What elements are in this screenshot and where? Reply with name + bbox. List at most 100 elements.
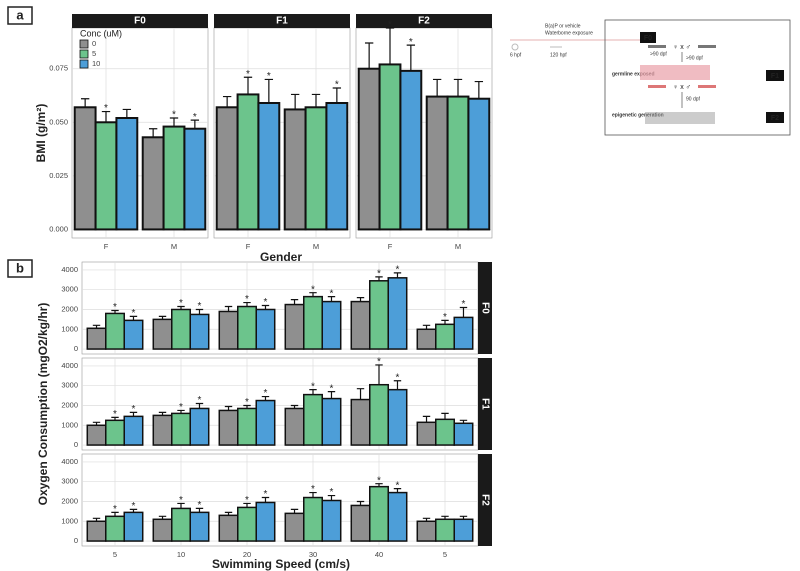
bar — [399, 69, 423, 231]
error-bar — [406, 44, 416, 71]
panel-label: b — [16, 260, 24, 275]
error-bar — [332, 87, 342, 103]
error-bar — [224, 305, 233, 312]
bar — [152, 414, 173, 446]
facet-strip — [72, 14, 208, 28]
bar — [357, 67, 381, 231]
x-tick-label: F — [104, 242, 109, 251]
significance-mark: * — [245, 294, 249, 305]
x-tick-label: F — [246, 242, 251, 251]
bar — [303, 295, 323, 350]
error-bar — [195, 308, 204, 315]
significance-mark: * — [330, 288, 334, 299]
x-tick-label: M — [171, 242, 177, 251]
significance-mark: * — [132, 404, 136, 415]
significance-mark: * — [311, 484, 315, 495]
legend-title: Conc (uM) — [80, 28, 122, 38]
bar — [86, 327, 107, 350]
bar — [284, 407, 305, 446]
bar — [86, 424, 107, 446]
y-tick-label: 2000 — [61, 304, 78, 313]
legend-swatch — [79, 49, 89, 59]
error-bar — [177, 502, 185, 509]
bar — [123, 319, 144, 350]
bar — [171, 308, 191, 350]
y-tick-label: 1000 — [61, 324, 78, 333]
significance-mark: * — [198, 301, 202, 312]
significance-mark: * — [245, 495, 249, 506]
facet-panel — [81, 357, 479, 451]
age-label: 90 dpf — [686, 96, 701, 102]
bar — [435, 518, 455, 542]
facet-label: F1 — [479, 398, 490, 410]
fish-icon — [698, 85, 716, 88]
cross: ♀ x ♂ — [673, 44, 691, 51]
error-bar — [327, 494, 336, 501]
bar — [435, 323, 455, 350]
error-bar — [80, 98, 90, 108]
facet-strip — [478, 454, 492, 546]
bar — [416, 328, 437, 350]
significance-mark: * — [396, 372, 400, 383]
x-tick-label: 30 — [309, 550, 317, 559]
y-tick-label: 0.025 — [49, 171, 68, 180]
error-bar — [356, 388, 365, 400]
fish-group — [645, 112, 715, 124]
bar — [435, 418, 455, 446]
bar — [321, 499, 342, 542]
fish-icon — [698, 45, 716, 48]
bar — [218, 409, 239, 446]
error-bar — [222, 95, 232, 108]
age-label: >90 dpf — [650, 51, 667, 57]
facet-label: F2 — [418, 16, 430, 27]
age-label: >90 dpf — [686, 55, 703, 61]
bar — [218, 514, 239, 542]
y-tick-label: 1000 — [61, 420, 78, 429]
error-bar — [327, 296, 336, 302]
bar — [257, 102, 281, 231]
y-tick-label: 0 — [74, 344, 78, 353]
bar — [453, 316, 474, 350]
significance-mark: * — [104, 103, 108, 114]
error-bar — [290, 93, 300, 110]
error-bar — [432, 78, 442, 97]
gen-tag — [766, 70, 784, 81]
y-tick-label: 0 — [74, 440, 78, 449]
bar — [94, 121, 118, 231]
y-tick-label: 1000 — [61, 516, 78, 525]
bar — [369, 280, 389, 350]
legend-label: 10 — [92, 59, 100, 68]
bar — [215, 106, 239, 231]
error-bar — [441, 412, 449, 420]
significance-mark: * — [377, 268, 381, 279]
schematic: B(a)P or vehicle Waterborne exposure 6 h… — [510, 19, 791, 136]
bar — [152, 518, 173, 542]
bar — [141, 136, 165, 231]
bar — [237, 506, 257, 542]
bar — [350, 504, 371, 542]
error-bar — [393, 380, 402, 390]
facet-label: F0 — [134, 16, 146, 27]
significance-mark: * — [193, 112, 197, 123]
panel-label: a — [16, 7, 24, 22]
bar — [123, 415, 144, 446]
bar — [416, 421, 437, 446]
gen-label: F1 — [771, 73, 779, 80]
bar — [303, 496, 323, 542]
bar — [387, 277, 408, 350]
bar — [115, 117, 139, 231]
stage-label: 6 hpf — [510, 52, 522, 58]
y-tick-label: 0.000 — [49, 224, 68, 233]
facet-strip — [478, 358, 492, 450]
gen-label: F2 — [771, 115, 779, 122]
bar — [387, 491, 408, 542]
facet-strip — [478, 262, 492, 354]
bar — [321, 300, 342, 350]
error-bar — [261, 496, 270, 503]
significance-mark: * — [267, 71, 271, 82]
schematic-box — [604, 19, 791, 136]
bar — [321, 397, 342, 446]
fish-group — [640, 65, 710, 80]
y-tick-label: 2000 — [61, 496, 78, 505]
x-tick-label: 20 — [243, 550, 251, 559]
